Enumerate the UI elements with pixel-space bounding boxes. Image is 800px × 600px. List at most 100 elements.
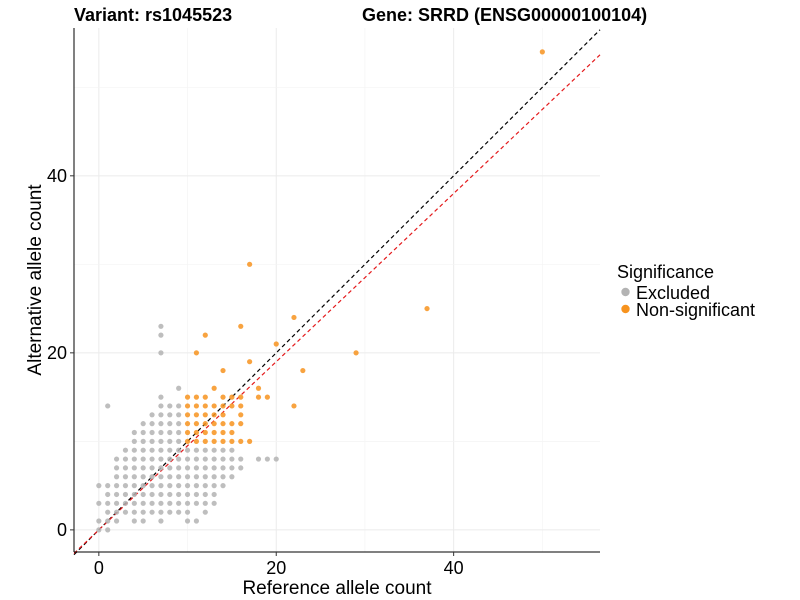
point-excluded — [211, 447, 217, 453]
point-non-significant — [273, 341, 279, 347]
point-excluded — [202, 474, 208, 480]
point-excluded — [158, 412, 164, 418]
point-excluded — [105, 509, 111, 515]
point-excluded — [202, 491, 208, 498]
point-non-significant — [211, 412, 217, 418]
point-excluded — [140, 438, 146, 444]
point-non-significant — [291, 403, 297, 409]
point-non-significant — [220, 367, 226, 374]
point-non-significant — [211, 385, 217, 391]
point-excluded — [167, 483, 173, 489]
point-non-significant — [353, 350, 359, 356]
point-excluded — [176, 412, 182, 418]
point-excluded — [167, 509, 173, 515]
point-non-significant — [202, 332, 208, 338]
point-excluded — [122, 447, 129, 453]
point-excluded — [167, 447, 173, 453]
point-non-significant — [211, 421, 217, 427]
point-excluded — [193, 474, 200, 480]
point-non-significant — [238, 412, 244, 418]
point-excluded — [211, 491, 217, 498]
point-excluded — [229, 465, 235, 471]
point-excluded — [176, 447, 182, 453]
point-non-significant — [211, 429, 217, 436]
point-non-significant — [184, 403, 191, 409]
point-excluded — [167, 412, 173, 418]
point-excluded — [193, 483, 200, 489]
point-non-significant — [264, 394, 270, 400]
point-excluded — [140, 483, 146, 489]
y-axis-label: Alternative allele count — [25, 184, 46, 376]
point-excluded — [149, 412, 155, 418]
point-non-significant — [193, 394, 200, 400]
point-excluded — [131, 474, 137, 480]
point-excluded — [184, 474, 191, 480]
point-excluded — [105, 403, 111, 409]
point-non-significant — [193, 403, 200, 409]
point-excluded — [113, 465, 120, 471]
point-non-significant — [291, 314, 297, 321]
point-excluded — [122, 474, 129, 480]
point-excluded — [220, 447, 226, 453]
point-excluded — [113, 456, 120, 462]
point-excluded — [149, 429, 155, 436]
point-non-significant — [238, 421, 244, 427]
point-excluded — [149, 421, 155, 427]
point-excluded — [158, 403, 164, 409]
point-excluded — [131, 483, 137, 489]
point-non-significant — [211, 403, 217, 409]
point-non-significant — [300, 367, 306, 374]
point-non-significant — [255, 385, 262, 391]
point-excluded — [167, 421, 173, 427]
point-excluded — [158, 438, 164, 444]
point-excluded — [122, 509, 129, 515]
point-excluded — [158, 350, 164, 356]
point-excluded — [202, 500, 208, 506]
axes: 0 20 40 0 20 40 — [47, 28, 600, 578]
point-excluded — [140, 456, 146, 462]
point-non-significant — [184, 394, 191, 400]
point-excluded — [113, 474, 120, 480]
point-excluded — [158, 332, 164, 338]
point-excluded — [96, 500, 102, 506]
point-excluded — [176, 456, 182, 462]
point-non-significant — [220, 429, 226, 436]
point-excluded — [131, 491, 137, 498]
point-non-significant — [229, 403, 235, 409]
point-non-significant — [229, 429, 235, 436]
point-excluded — [176, 385, 182, 391]
legend: Significance Excluded Non-significant — [617, 262, 755, 320]
point-excluded — [140, 421, 146, 427]
point-excluded — [193, 491, 200, 498]
point-excluded — [140, 491, 146, 498]
point-non-significant — [193, 350, 200, 356]
point-non-significant — [202, 394, 208, 400]
point-non-significant — [539, 49, 545, 55]
point-excluded — [229, 447, 235, 453]
point-excluded — [131, 447, 137, 453]
point-excluded — [158, 518, 164, 524]
point-excluded — [193, 500, 200, 506]
point-excluded — [149, 456, 155, 462]
point-excluded — [140, 474, 146, 480]
point-excluded — [255, 456, 262, 462]
point-excluded — [193, 456, 200, 462]
point-non-significant — [229, 394, 235, 400]
point-excluded — [220, 483, 226, 489]
point-excluded — [176, 465, 182, 471]
point-non-significant — [247, 438, 253, 444]
point-non-significant — [184, 421, 191, 427]
point-excluded — [176, 509, 182, 515]
point-excluded — [167, 465, 173, 471]
point-excluded — [158, 483, 164, 489]
point-non-significant — [202, 421, 208, 427]
point-excluded — [149, 491, 155, 498]
point-excluded — [122, 483, 129, 489]
point-excluded — [167, 456, 173, 462]
point-excluded — [158, 394, 164, 400]
point-excluded — [131, 429, 137, 436]
point-excluded — [140, 447, 146, 453]
point-excluded — [176, 403, 182, 409]
point-excluded — [113, 491, 120, 498]
